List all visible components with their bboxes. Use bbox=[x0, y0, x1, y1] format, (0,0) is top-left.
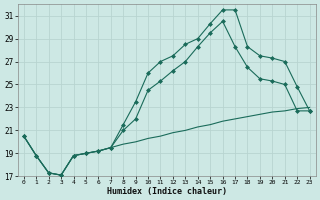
X-axis label: Humidex (Indice chaleur): Humidex (Indice chaleur) bbox=[107, 187, 227, 196]
